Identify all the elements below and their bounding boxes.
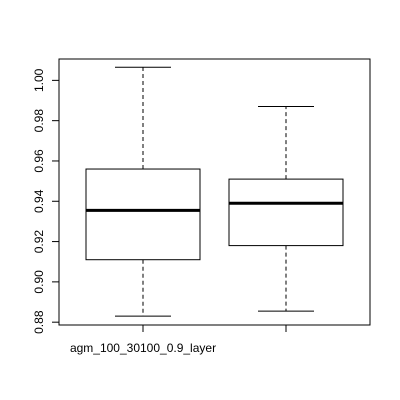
y-axis: 0.88 0.90 0.92 0.94 0.96 0.98 1.00 [32, 68, 60, 334]
box-group [228, 106, 344, 312]
y-tick-label: 0.98 [32, 109, 46, 133]
x-tick-label: agm_100_30100_0.9_layer [70, 341, 216, 355]
y-tick-label: 0.96 [32, 149, 46, 173]
x-axis: agm_100_30100_0.9_layer [70, 324, 287, 355]
y-tick-label: 0.94 [32, 189, 46, 213]
y-tick-label: 0.92 [32, 230, 46, 254]
iqr-box [228, 178, 344, 247]
y-tick-label: 1.00 [32, 68, 46, 92]
y-tick-label: 0.88 [32, 310, 46, 334]
y-tick-label: 0.90 [32, 270, 46, 294]
boxes [85, 66, 344, 317]
box-group [85, 66, 201, 317]
iqr-box [85, 168, 201, 261]
